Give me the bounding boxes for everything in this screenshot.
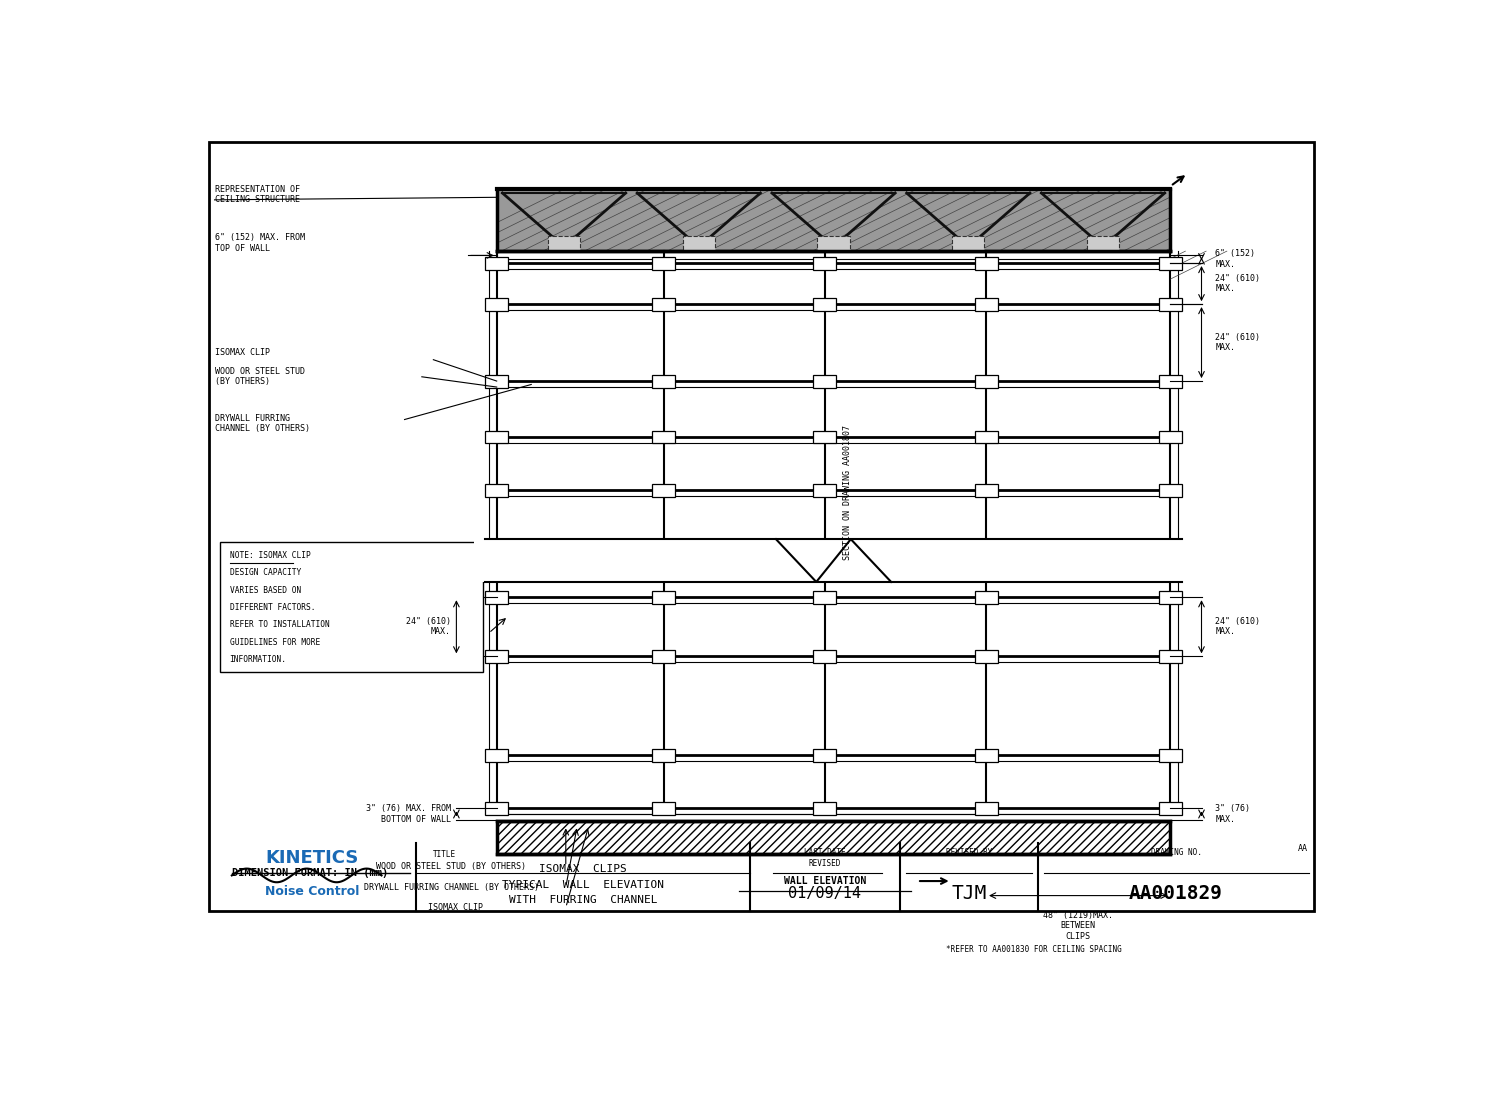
Text: TJM: TJM bbox=[951, 884, 987, 902]
Bar bbox=[484, 484, 508, 497]
Text: TYPICAL  WALL  ELEVATION: TYPICAL WALL ELEVATION bbox=[502, 880, 664, 890]
Text: REVISED BY: REVISED BY bbox=[945, 848, 993, 857]
Bar bbox=[548, 235, 580, 251]
Text: GUIDELINES FOR MORE: GUIDELINES FOR MORE bbox=[229, 638, 319, 647]
Bar bbox=[652, 484, 675, 497]
Bar bbox=[975, 484, 997, 497]
Text: 24" (610)
MAX.: 24" (610) MAX. bbox=[1216, 333, 1260, 352]
Bar bbox=[484, 375, 508, 387]
Text: TITLE: TITLE bbox=[434, 850, 456, 859]
Bar bbox=[484, 299, 508, 311]
Text: WALL ELEVATION: WALL ELEVATION bbox=[783, 876, 866, 886]
Bar bbox=[813, 299, 837, 311]
Bar bbox=[817, 235, 850, 251]
Text: DRAWING NO.: DRAWING NO. bbox=[1150, 848, 1202, 857]
Bar bbox=[1159, 375, 1181, 387]
Text: VARIES BASED ON: VARIES BASED ON bbox=[229, 586, 300, 595]
Bar bbox=[652, 299, 675, 311]
Text: LAST DATE: LAST DATE bbox=[804, 848, 846, 857]
Bar bbox=[1159, 803, 1181, 815]
Bar bbox=[652, 375, 675, 387]
Text: REFER TO INSTALLATION: REFER TO INSTALLATION bbox=[229, 620, 330, 629]
Bar bbox=[1159, 299, 1181, 311]
Bar bbox=[975, 803, 997, 815]
Bar bbox=[953, 235, 984, 251]
Text: DESIGN CAPACITY: DESIGN CAPACITY bbox=[229, 568, 300, 577]
Bar bbox=[813, 484, 837, 497]
Text: ISOMAX CLIP: ISOMAX CLIP bbox=[428, 904, 483, 912]
Text: AA001829: AA001829 bbox=[1129, 884, 1223, 902]
Bar bbox=[975, 299, 997, 311]
Text: AA: AA bbox=[1297, 844, 1308, 852]
Text: 24" (610)
MAX.: 24" (610) MAX. bbox=[406, 617, 450, 636]
Text: WOOD OR STEEL STUD
(BY OTHERS): WOOD OR STEEL STUD (BY OTHERS) bbox=[214, 367, 305, 386]
Text: Noise Control: Noise Control bbox=[265, 886, 360, 898]
Text: ISOMAX  CLIPS: ISOMAX CLIPS bbox=[539, 864, 627, 874]
Text: REVISED: REVISED bbox=[808, 859, 841, 868]
Bar bbox=[1159, 592, 1181, 604]
Text: ISOMAX CLIP: ISOMAX CLIP bbox=[214, 349, 269, 357]
Bar bbox=[220, 542, 483, 672]
Text: 6" (152)
MAX.: 6" (152) MAX. bbox=[1216, 249, 1256, 269]
Text: INFORMATION.: INFORMATION. bbox=[229, 655, 287, 664]
Bar bbox=[975, 650, 997, 663]
Bar bbox=[813, 258, 837, 270]
Bar bbox=[1159, 258, 1181, 270]
Text: 6" (152) MAX. FROM
TOP OF WALL: 6" (152) MAX. FROM TOP OF WALL bbox=[214, 233, 305, 253]
Bar bbox=[813, 650, 837, 663]
Bar bbox=[484, 803, 508, 815]
Text: 24" (610)
MAX.: 24" (610) MAX. bbox=[1216, 274, 1260, 293]
Text: DIFFERENT FACTORS.: DIFFERENT FACTORS. bbox=[229, 603, 315, 612]
Bar bbox=[813, 431, 837, 444]
Text: 24" (610)
MAX.: 24" (610) MAX. bbox=[1216, 617, 1260, 636]
Text: 3" (76)
MAX.: 3" (76) MAX. bbox=[1216, 805, 1250, 824]
Bar bbox=[474, 539, 1193, 582]
Bar bbox=[496, 189, 1171, 251]
Bar bbox=[813, 592, 837, 604]
Bar bbox=[484, 650, 508, 663]
Bar bbox=[813, 749, 837, 763]
Bar bbox=[652, 431, 675, 444]
Text: DRYWALL FURRING CHANNEL (BY OTHERS): DRYWALL FURRING CHANNEL (BY OTHERS) bbox=[364, 882, 539, 891]
Bar bbox=[484, 431, 508, 444]
Bar bbox=[652, 650, 675, 663]
Bar bbox=[1159, 431, 1181, 444]
Text: SECTION ON DRAWING AA001807: SECTION ON DRAWING AA001807 bbox=[844, 425, 853, 559]
Bar bbox=[975, 375, 997, 387]
Text: 48" (1219)MAX.
BETWEEN
CLIPS: 48" (1219)MAX. BETWEEN CLIPS bbox=[1043, 911, 1113, 941]
Bar bbox=[484, 258, 508, 270]
Bar bbox=[975, 431, 997, 444]
Text: 3" (76) MAX. FROM
BOTTOM OF WALL: 3" (76) MAX. FROM BOTTOM OF WALL bbox=[366, 805, 450, 824]
Bar bbox=[496, 821, 1171, 854]
Bar bbox=[1159, 650, 1181, 663]
Bar bbox=[484, 592, 508, 604]
Text: *REFER TO AA001830 FOR CEILING SPACING: *REFER TO AA001830 FOR CEILING SPACING bbox=[947, 945, 1122, 953]
Bar bbox=[975, 592, 997, 604]
Text: KINETICS: KINETICS bbox=[266, 849, 360, 867]
Text: DRYWALL FURRING
CHANNEL (BY OTHERS): DRYWALL FURRING CHANNEL (BY OTHERS) bbox=[214, 414, 309, 434]
Bar bbox=[813, 803, 837, 815]
Bar bbox=[1159, 484, 1181, 497]
Bar bbox=[652, 258, 675, 270]
Bar bbox=[652, 749, 675, 763]
Text: 01/09/14: 01/09/14 bbox=[789, 886, 862, 900]
Text: WOOD OR STEEL STUD (BY OTHERS): WOOD OR STEEL STUD (BY OTHERS) bbox=[376, 862, 526, 871]
Bar bbox=[484, 749, 508, 763]
Bar bbox=[813, 375, 837, 387]
Text: WITH  FURRING  CHANNEL: WITH FURRING CHANNEL bbox=[508, 895, 657, 905]
Text: DIMENSION FORMAT: IN (mm): DIMENSION FORMAT: IN (mm) bbox=[232, 868, 388, 878]
Text: REPRESENTATION OF
CEILING STRUCTURE: REPRESENTATION OF CEILING STRUCTURE bbox=[214, 185, 300, 204]
Bar bbox=[652, 592, 675, 604]
Bar bbox=[975, 258, 997, 270]
Bar bbox=[682, 235, 715, 251]
Text: NOTE: ISOMAX CLIP: NOTE: ISOMAX CLIP bbox=[229, 551, 311, 561]
Bar bbox=[1086, 235, 1119, 251]
Bar bbox=[975, 749, 997, 763]
Bar bbox=[652, 803, 675, 815]
Bar bbox=[1159, 749, 1181, 763]
